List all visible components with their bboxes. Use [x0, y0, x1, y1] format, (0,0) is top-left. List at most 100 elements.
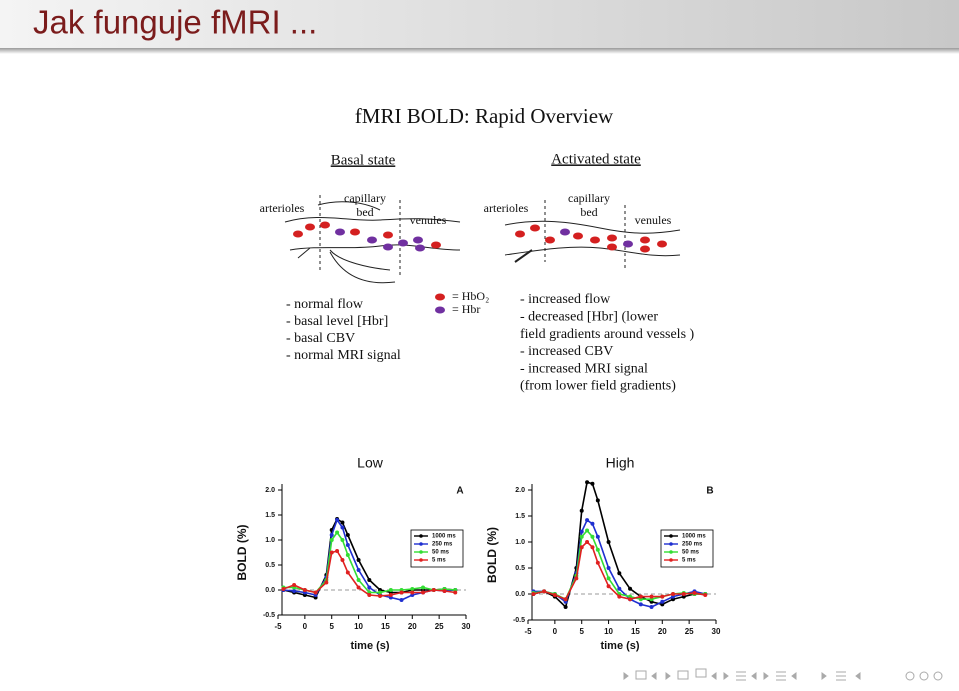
- data-point: [542, 589, 547, 594]
- data-point: [579, 508, 584, 513]
- y-tick-label: 1.5: [265, 512, 275, 519]
- data-point: [628, 586, 633, 591]
- y-tick-label: 0.5: [265, 562, 275, 569]
- y-tick-label: 2.0: [265, 487, 275, 494]
- label-capillary: capillary: [344, 191, 386, 205]
- data-point: [329, 550, 334, 555]
- title-shadow: [0, 48, 959, 54]
- data-point: [579, 529, 584, 534]
- chart: Low A -0.5 0.0 0.5 1.0 1.5 2.0 -5 0 5 10 15 20 25 30 tim…: [235, 455, 471, 652]
- legend-marker: [669, 558, 673, 562]
- y-tick-label: 1.0: [265, 537, 275, 544]
- legend-box: [660, 529, 714, 568]
- data-point: [367, 593, 372, 597]
- label-venules: venules: [635, 213, 672, 227]
- data-point: [595, 547, 600, 552]
- y-tick-label: -0.5: [263, 612, 275, 619]
- note-line: - increased CBV: [520, 344, 613, 359]
- basal-heading: Basal state: [331, 152, 396, 168]
- legend-marker: [669, 542, 673, 546]
- label-arterioles: arterioles: [260, 201, 305, 215]
- data-point: [579, 534, 584, 539]
- note-line: - normal MRI signal: [286, 348, 401, 363]
- note-line: - increased MRI signal: [520, 361, 648, 376]
- legend-swatch: [435, 293, 445, 301]
- data-point: [606, 576, 611, 581]
- data-point: [590, 521, 595, 526]
- legend-marker: [669, 534, 673, 538]
- legend-marker: [419, 558, 423, 562]
- y-tick-label: 1.0: [515, 539, 525, 546]
- data-point: [590, 534, 595, 539]
- data-point: [595, 560, 600, 565]
- x-tick-label: -5: [274, 622, 282, 631]
- data-point: [660, 594, 665, 599]
- data-point: [606, 540, 611, 544]
- data-point: [421, 585, 426, 590]
- y-tick-label: 0.5: [515, 565, 525, 572]
- data-point: [388, 588, 393, 592]
- data-point: [378, 590, 383, 595]
- data-point: [345, 553, 350, 557]
- y-tick-label: -0.5: [513, 617, 525, 624]
- data-point: [552, 593, 557, 598]
- y-axis-label: BOLD (%): [235, 525, 249, 581]
- data-point: [281, 587, 286, 591]
- label-capillary: capillary: [568, 191, 610, 205]
- legend-marker: [669, 550, 673, 554]
- data-point: [585, 540, 590, 544]
- y-axis-label: BOLD (%): [485, 527, 499, 583]
- note-line: field gradients around vessels ): [520, 327, 695, 342]
- data-point: [399, 590, 404, 595]
- data-point: [671, 592, 676, 596]
- x-axis-label: time (s): [600, 640, 639, 652]
- x-tick-label: 10: [604, 627, 613, 636]
- data-point: [638, 594, 643, 599]
- x-tick-label: 30: [712, 627, 721, 636]
- legend-label: 50 ms: [432, 550, 450, 556]
- data-point: [590, 545, 595, 550]
- legend-label: 50 ms: [682, 550, 700, 556]
- x-tick-label: 25: [685, 627, 694, 636]
- data-point: [378, 594, 383, 598]
- x-tick-label: 5: [329, 622, 334, 631]
- data-point: [340, 525, 345, 530]
- data-point: [324, 580, 329, 585]
- basal-vessels: [284, 195, 461, 284]
- y-tick-label: 0.0: [515, 591, 525, 598]
- label-venules: venules: [410, 213, 447, 227]
- x-tick-label: 20: [658, 627, 667, 636]
- data-point: [431, 588, 436, 592]
- legend-label: 5 ms: [682, 558, 696, 564]
- label-arterioles: arterioles: [484, 201, 529, 215]
- data-point: [649, 605, 654, 609]
- data-point: [410, 587, 415, 591]
- data-point: [692, 590, 697, 595]
- data-point: [617, 586, 622, 591]
- data-point: [442, 589, 447, 593]
- blood-cells: [293, 221, 667, 253]
- data-point: [585, 518, 590, 523]
- data-point: [595, 498, 600, 503]
- legend-label: 1000 ms: [432, 534, 456, 540]
- panel-title: Low: [357, 455, 384, 471]
- legend-label: 250 ms: [682, 542, 703, 548]
- data-point: [335, 518, 340, 522]
- data-point: [340, 558, 345, 562]
- data-point: [335, 530, 340, 535]
- x-tick-label: 15: [631, 627, 640, 636]
- x-tick-label: 0: [303, 622, 308, 631]
- note-line: - basal level [Hbr]: [286, 314, 388, 329]
- data-point: [617, 571, 622, 576]
- legend-swatch: [435, 306, 445, 314]
- series-line: [283, 531, 456, 594]
- y-tick-label: 2.0: [515, 487, 525, 494]
- legend-label: 5 ms: [432, 558, 446, 564]
- panel-label: B: [706, 486, 713, 497]
- panel-label: A: [456, 486, 463, 497]
- data-point: [292, 583, 297, 587]
- data-point: [590, 481, 595, 486]
- legend-marker: [419, 542, 423, 546]
- data-point: [531, 592, 536, 596]
